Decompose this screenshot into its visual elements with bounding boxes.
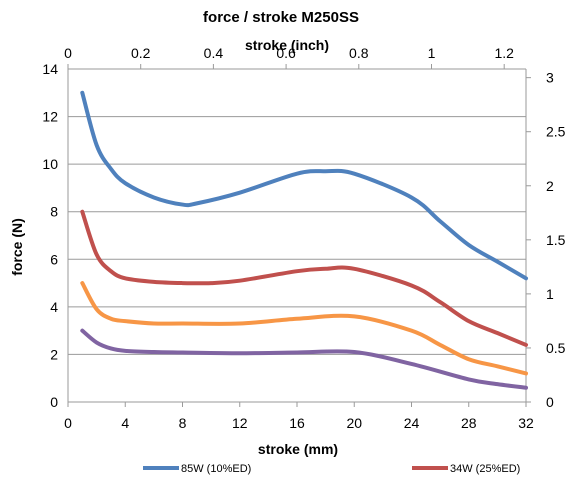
x2-axis-title: stroke (inch)	[245, 37, 329, 53]
x-tick-label: 12	[232, 415, 248, 431]
series-line-2	[80, 209, 528, 347]
y-tick-label: 6	[50, 251, 58, 267]
x-tick-label: 32	[518, 415, 534, 431]
x-tick-label: 0	[64, 415, 72, 431]
y2-tick-label: 1	[546, 286, 554, 302]
chart-title: force / stroke M250SS	[203, 9, 359, 26]
y-tick-label: 10	[42, 156, 58, 172]
x-tick-label: 4	[121, 415, 129, 431]
x-tick-label: 24	[404, 415, 420, 431]
y-tick-label: 2	[50, 346, 58, 362]
x2-tick-label: 1	[428, 45, 436, 61]
y-tick-label: 14	[42, 61, 58, 77]
y2-tick-label: 3	[546, 70, 554, 86]
legend-label: 85W (10%ED)	[181, 463, 251, 475]
y2-tick-label: 0	[546, 394, 554, 410]
y2-tick-label: 2.5	[546, 124, 566, 140]
x-tick-label: 8	[179, 415, 187, 431]
x-tick-label: 16	[289, 415, 305, 431]
series-layer	[80, 90, 528, 390]
y-tick-label: 0	[50, 394, 58, 410]
x-tick-label: 28	[461, 415, 477, 431]
x-axis-title: stroke (mm)	[258, 441, 338, 457]
y-axis-title: force (N)	[9, 218, 25, 276]
y2-tick-label: 2	[546, 178, 554, 194]
x2-tick-label: 0	[64, 45, 72, 61]
x2-tick-label: 0.6	[276, 45, 296, 61]
y2-tick-label: 0.5	[546, 340, 566, 356]
y-tick-label: 12	[42, 109, 58, 125]
y-tick-label: 4	[50, 299, 58, 315]
x2-tick-label: 1.2	[494, 45, 514, 61]
series-line-3	[80, 281, 528, 376]
legend: 85W (10%ED) 34W (25%ED)	[143, 463, 520, 475]
legend-label: 34W (25%ED)	[450, 463, 520, 475]
x2-tick-label: 0.4	[204, 45, 224, 61]
y-tick-label: 8	[50, 204, 58, 220]
x2-tick-label: 0.8	[349, 45, 369, 61]
series-line-4	[80, 328, 528, 390]
x-tick-label: 20	[346, 415, 362, 431]
series-line-1	[80, 90, 528, 281]
y2-tick-label: 1.5	[546, 232, 566, 248]
x2-tick-label: 0.2	[131, 45, 151, 61]
